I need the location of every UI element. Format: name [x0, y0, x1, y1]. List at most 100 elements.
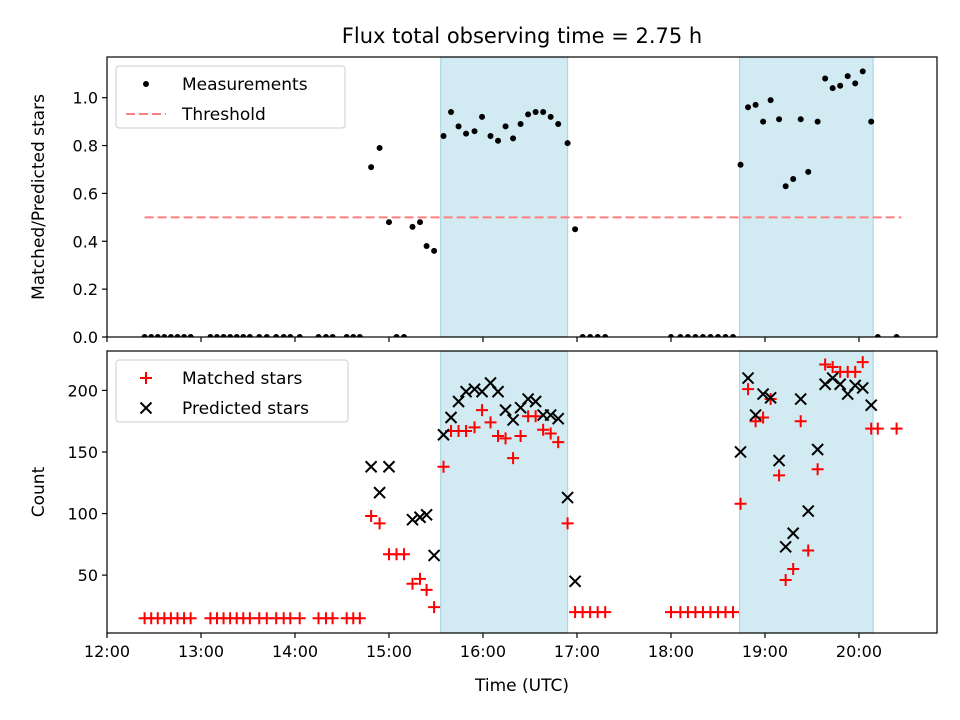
data-point: [365, 510, 378, 523]
data-point: [822, 75, 829, 82]
data-point: [856, 381, 869, 395]
data-point: [506, 413, 520, 427]
x-tick-label: 20:00: [836, 642, 882, 661]
data-point: [829, 85, 836, 92]
data-point: [154, 334, 161, 337]
data-point: [343, 334, 350, 337]
x-tick-label: 12:00: [84, 642, 130, 661]
data-point: [826, 361, 839, 374]
data-point: [760, 118, 767, 125]
data-point: [599, 606, 612, 619]
data-point: [844, 73, 851, 80]
data-point: [476, 404, 489, 417]
legend-label: Measurements: [182, 75, 308, 95]
data-point: [811, 463, 824, 476]
data-point: [273, 334, 280, 337]
y-tick-label: 0.6: [73, 184, 98, 203]
data-point: [756, 387, 770, 401]
data-point: [420, 583, 433, 596]
data-point: [364, 460, 378, 473]
data-point: [256, 334, 263, 337]
data-point: [417, 219, 424, 226]
data-point: [227, 334, 234, 337]
data-point: [141, 334, 148, 337]
data-point: [561, 491, 574, 504]
data-point: [517, 121, 524, 128]
data-point: [382, 460, 396, 473]
data-point: [814, 118, 821, 125]
x-tick-label: 17:00: [554, 642, 600, 661]
legend-marker: [140, 372, 152, 384]
data-point: [529, 410, 542, 423]
data-point: [167, 334, 174, 337]
data-point: [852, 80, 859, 87]
y-axis-label: Matched/Predicted stars: [29, 94, 49, 300]
data-point: [794, 392, 807, 406]
data-point: [772, 454, 786, 467]
legend-box: [115, 359, 349, 423]
data-point: [420, 508, 433, 521]
data-point: [507, 452, 520, 465]
shaded-interval: [440, 350, 569, 634]
x-tick-label: 16:00: [460, 642, 506, 661]
data-point: [409, 223, 416, 230]
data-point: [579, 334, 586, 337]
data-point: [521, 392, 535, 406]
data-point: [802, 504, 815, 518]
bottom-panel: 12:00 13:00 14:00 15:00 16:00 17:00 18:00 19:00…: [29, 350, 938, 661]
series-matched-stars: [138, 356, 903, 625]
data-point: [677, 334, 684, 337]
data-point: [413, 511, 427, 524]
data-point: [864, 398, 878, 412]
data-point: [794, 415, 807, 428]
data-point: [741, 371, 755, 385]
data-point: [779, 574, 792, 587]
data-point: [448, 109, 455, 116]
data-point: [240, 334, 247, 337]
legend-box: [115, 65, 346, 129]
data-point: [797, 116, 804, 123]
data-point: [468, 421, 481, 434]
data-point: [802, 544, 815, 557]
data-point: [460, 425, 473, 438]
data-point: [471, 128, 478, 135]
data-point: [431, 247, 438, 254]
data-point: [547, 113, 554, 120]
data-point: [510, 135, 517, 142]
data-point: [667, 334, 674, 337]
data-point: [373, 517, 386, 530]
data-point: [874, 334, 881, 337]
data-point: [699, 334, 706, 337]
data-point: [782, 183, 789, 190]
data-point: [837, 82, 844, 89]
data-point: [551, 412, 565, 425]
data-point: [564, 140, 571, 147]
y-tick-label: 0.2: [73, 280, 98, 299]
data-point: [786, 527, 800, 540]
data-point: [440, 132, 447, 139]
data-point: [174, 334, 181, 337]
data-point: [213, 334, 220, 337]
data-point: [323, 334, 330, 337]
data-point: [468, 382, 481, 396]
data-point: [537, 423, 550, 436]
data-point: [707, 334, 714, 337]
data-point: [484, 416, 497, 429]
data-point: [871, 422, 884, 435]
data-point: [893, 334, 900, 337]
data-point: [293, 612, 306, 625]
data-point: [187, 334, 194, 337]
data-point: [296, 334, 303, 337]
data-point: [737, 161, 744, 168]
data-point: [544, 408, 557, 422]
data-point: [393, 334, 400, 337]
data-point: [764, 391, 777, 405]
data-point: [555, 121, 562, 128]
data-point: [463, 130, 470, 137]
data-point: [514, 429, 527, 442]
y-tick-label: 0.4: [73, 232, 98, 251]
data-point: [745, 104, 752, 111]
data-point: [692, 334, 699, 337]
data-point: [479, 113, 486, 120]
data-point: [572, 226, 579, 233]
